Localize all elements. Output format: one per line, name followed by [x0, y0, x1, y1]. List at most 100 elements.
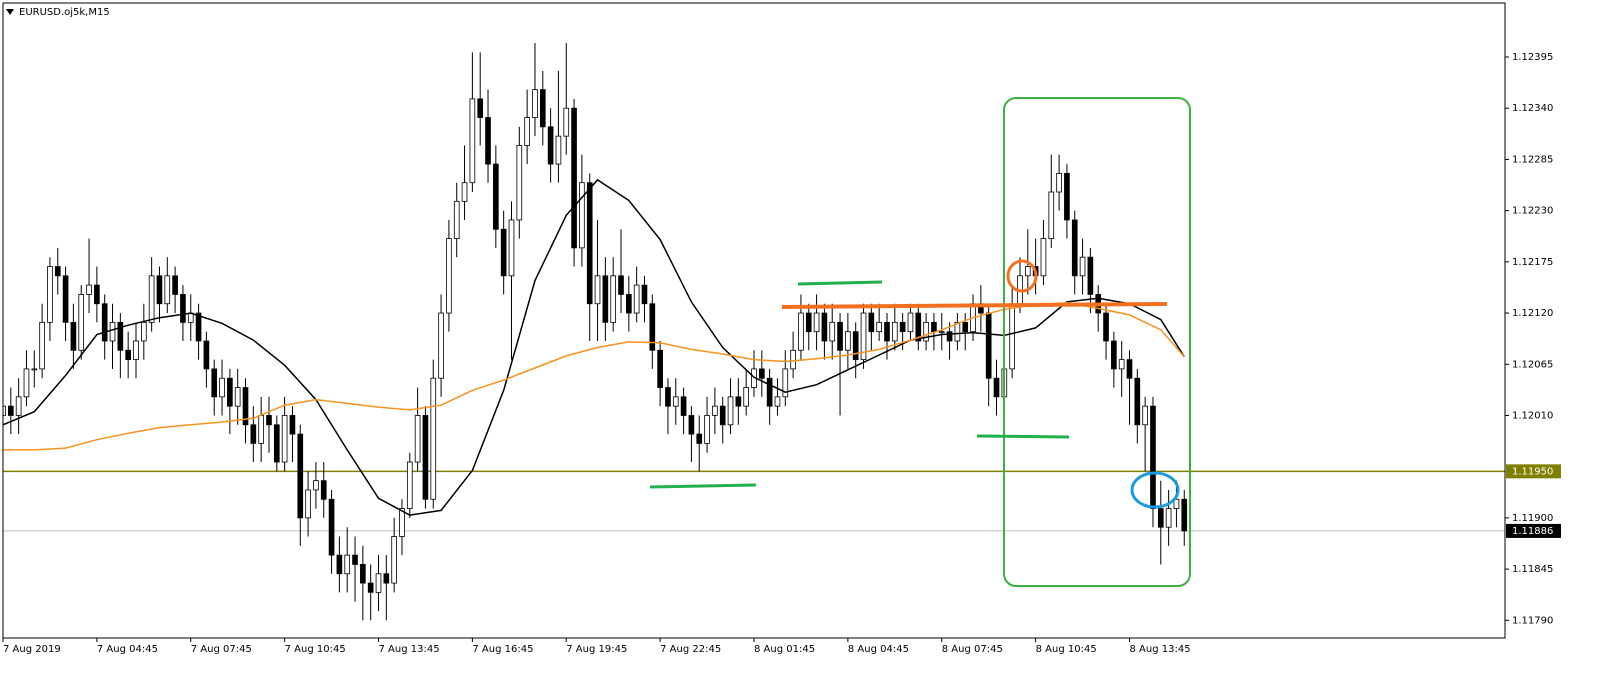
levels — [3, 470, 1505, 532]
candle-body — [391, 536, 397, 584]
price-label-box — [1506, 523, 1561, 538]
candle-body — [837, 321, 843, 351]
candle-body — [336, 554, 343, 575]
candle-body — [1181, 498, 1188, 532]
candle-body — [766, 377, 773, 407]
candle-body — [195, 312, 202, 342]
candle-body — [829, 321, 836, 342]
candle-body — [320, 480, 327, 500]
candle-body — [532, 89, 538, 118]
candle-body — [289, 415, 296, 435]
candle-body — [360, 564, 366, 584]
candle-body — [219, 377, 225, 398]
plot — [3, 43, 1188, 621]
candle-body — [649, 303, 656, 351]
candle-body — [328, 498, 335, 556]
candle-body — [672, 396, 679, 407]
candle-body — [813, 312, 820, 333]
x-tick-label: 7 Aug 16:45 — [472, 644, 533, 655]
candle-body — [821, 312, 828, 342]
candle-body — [250, 424, 257, 444]
candle-body — [109, 321, 116, 342]
candle-body — [782, 368, 789, 398]
annotations — [649, 97, 1191, 587]
x-tick-label: 8 Aug 01:45 — [754, 644, 815, 655]
candle-body — [242, 387, 249, 426]
candle-body — [500, 228, 507, 277]
candle-body — [187, 312, 194, 323]
candle-body — [712, 405, 718, 416]
highlight-box — [1003, 97, 1191, 587]
candle-body — [62, 275, 69, 323]
candle-body — [211, 368, 218, 398]
candle-body — [985, 312, 992, 379]
candle-body — [352, 554, 358, 565]
candle-body — [453, 200, 460, 239]
blue-circle — [1130, 471, 1180, 509]
candle-body — [735, 396, 742, 407]
chart-title: EURUSD.oj5k,M15 — [19, 7, 110, 18]
candle-body — [297, 433, 304, 519]
candle-body — [1064, 172, 1070, 221]
candle-body — [993, 377, 1000, 398]
candle-body — [477, 98, 484, 118]
candle-body — [899, 321, 906, 333]
x-tick-label: 8 Aug 10:45 — [1036, 644, 1097, 655]
candle-body — [790, 349, 796, 370]
candle-body — [305, 489, 311, 519]
candle-body — [493, 163, 499, 230]
y-tick-label: 1.12175 — [1512, 257, 1553, 268]
axes: 1.12395 1.12340 1.12285 1.12230 1.12175 1.121… — [2, 52, 1561, 655]
menu-triangle — [6, 9, 14, 15]
candle-body — [876, 321, 882, 333]
candle-body — [508, 219, 515, 277]
candle-body — [273, 424, 280, 463]
resistance-line — [781, 302, 1168, 309]
price-label: 1.11886 — [1512, 526, 1553, 537]
candle-body — [1142, 405, 1148, 426]
x-tick-label: 7 Aug 07:45 — [191, 644, 252, 655]
y-tick-label: 1.12340 — [1512, 103, 1553, 114]
moving-average — [3, 302, 1185, 451]
candle-body — [798, 312, 804, 351]
candle-body — [931, 321, 937, 333]
y-tick-label: 1.11900 — [1512, 513, 1553, 524]
candle-body — [571, 107, 577, 249]
candle-body — [422, 415, 429, 500]
candle-body — [845, 331, 851, 351]
x-tick-label: 8 Aug 13:45 — [1130, 644, 1191, 655]
candle-body — [78, 294, 85, 351]
price-label-box — [1506, 464, 1561, 479]
candle-body — [805, 312, 812, 333]
candle-body — [1079, 256, 1086, 277]
candle-body — [1103, 312, 1109, 342]
candle-body — [633, 284, 640, 314]
candle-body — [884, 321, 890, 342]
x-tick-label: 7 Aug 19:45 — [566, 644, 627, 655]
candle-body — [1040, 238, 1047, 277]
candle-body — [86, 284, 92, 295]
candle-body — [1173, 498, 1180, 509]
candle-body — [962, 321, 969, 333]
candle-body — [868, 312, 875, 333]
candle-body — [383, 573, 390, 584]
candle-body — [125, 349, 131, 361]
candle-body — [641, 284, 648, 305]
candle-body — [665, 387, 671, 407]
y-tick-label: 1.11845 — [1512, 564, 1553, 575]
candle-body — [172, 275, 178, 295]
candle-body — [1111, 340, 1117, 370]
candle-body — [94, 284, 100, 305]
candle-body — [23, 368, 30, 398]
candle-body — [657, 349, 663, 388]
candle-body — [47, 266, 53, 323]
price-label: 1.11950 — [1512, 466, 1553, 477]
candle-body — [1024, 266, 1031, 277]
candle-body — [31, 368, 38, 371]
y-tick-label: 1.12120 — [1512, 308, 1553, 319]
candle-body — [696, 433, 703, 444]
candle-body — [15, 396, 22, 416]
candle-body — [727, 396, 734, 426]
candle-body — [406, 461, 413, 509]
